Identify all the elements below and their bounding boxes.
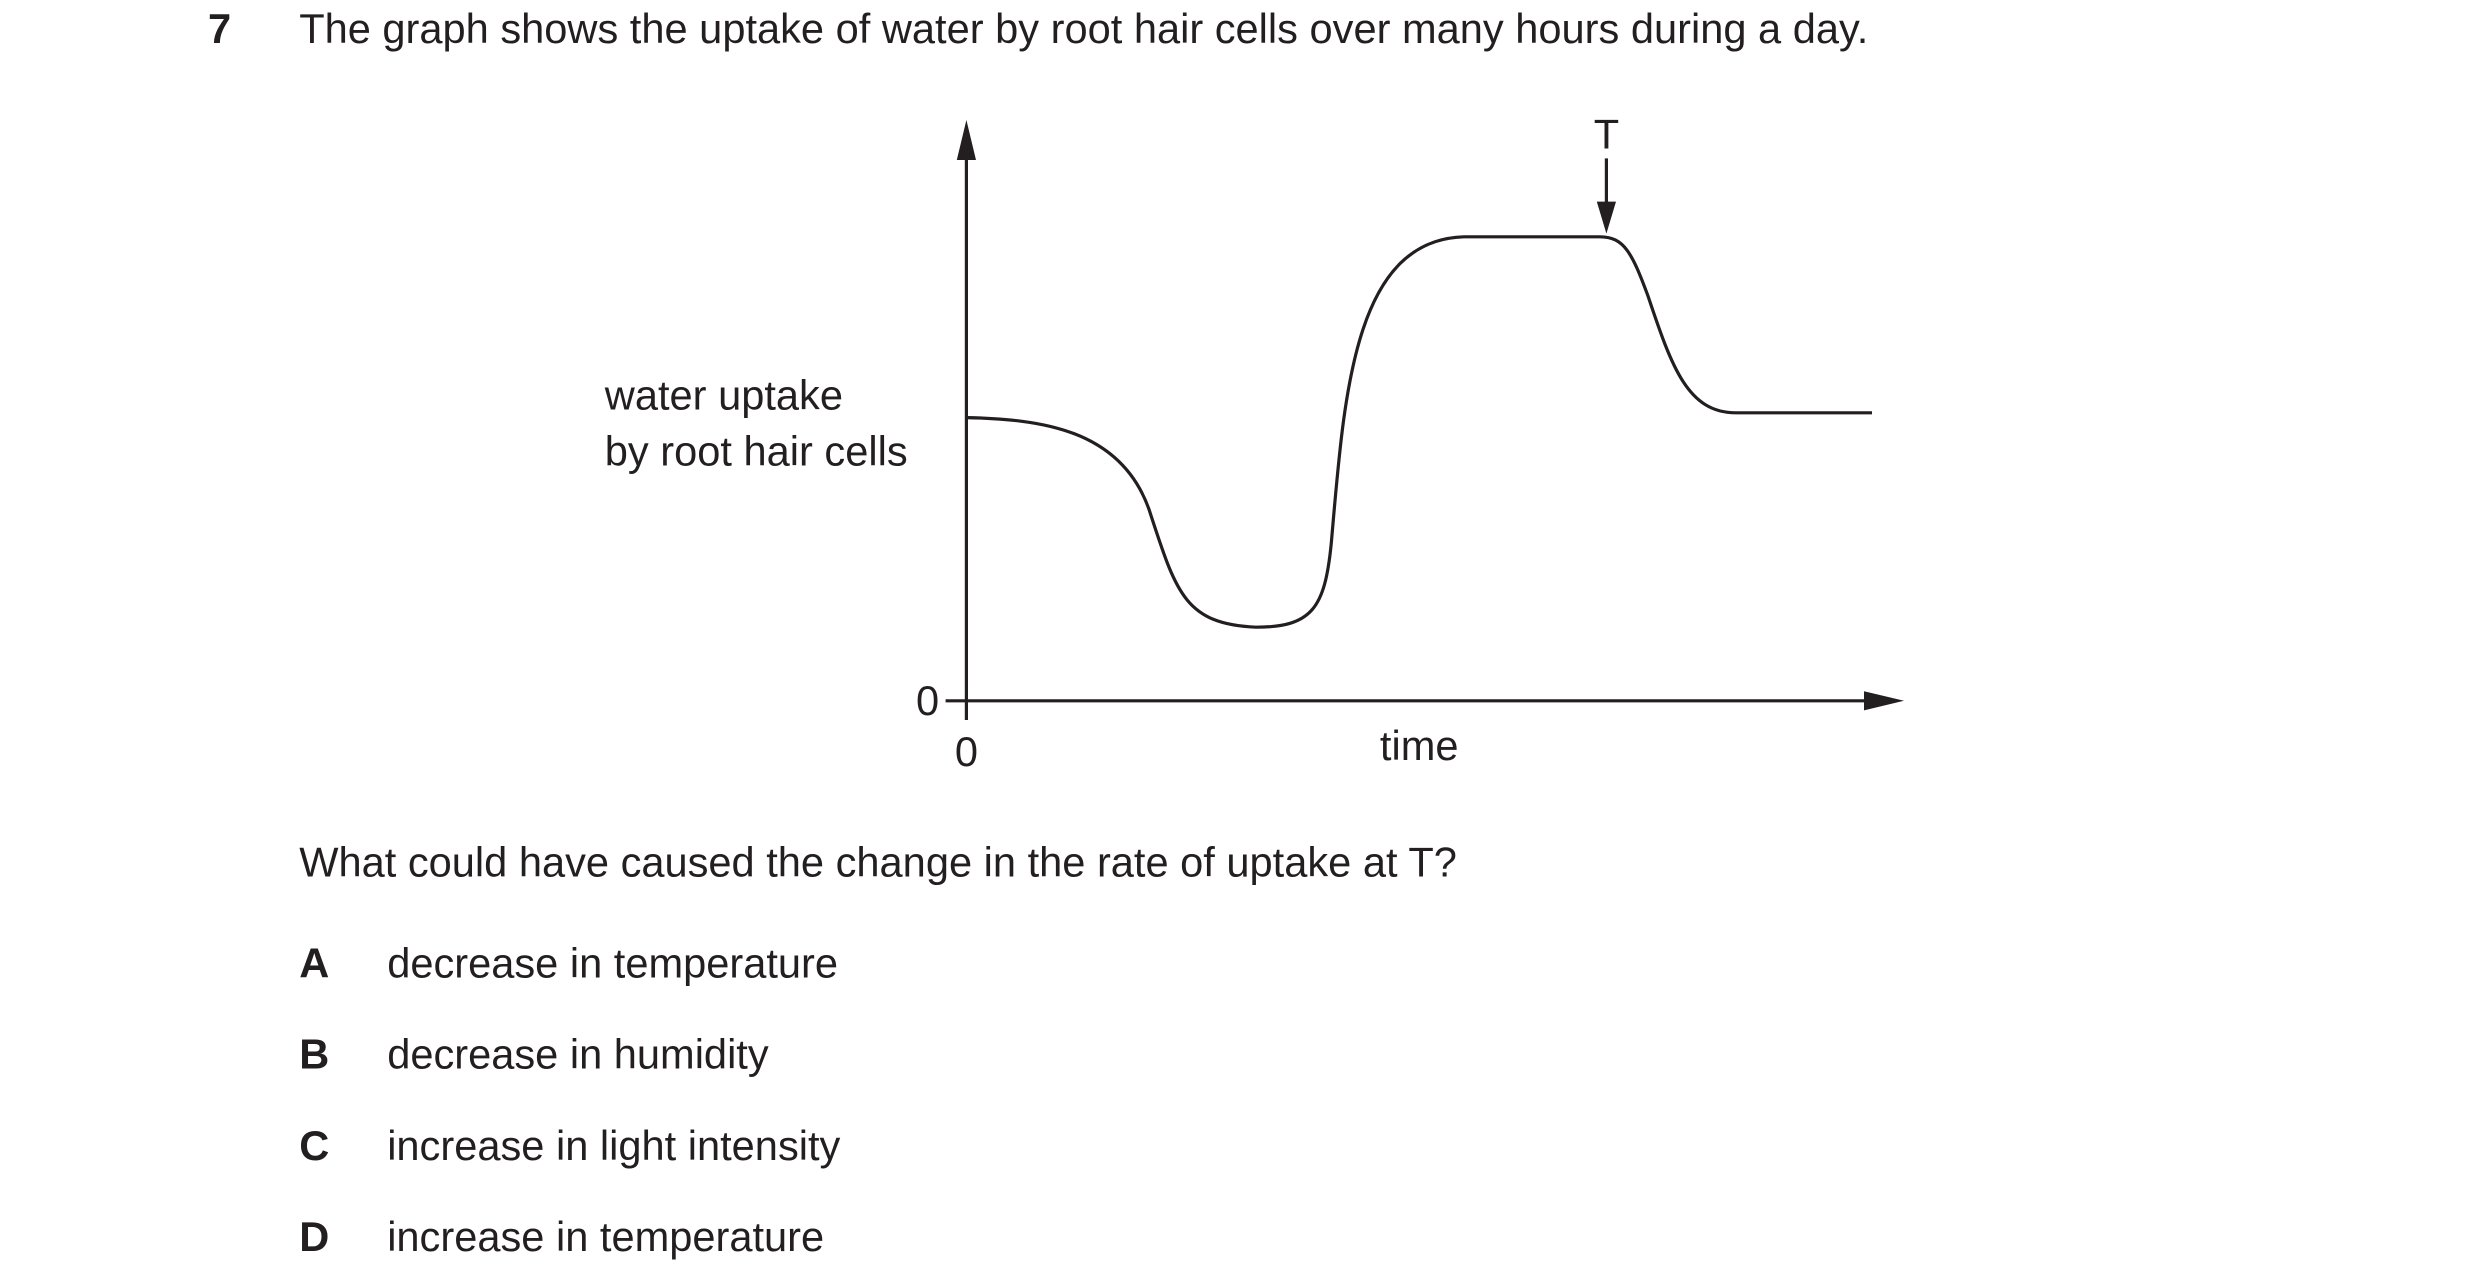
y-origin-label: 0 bbox=[916, 677, 939, 724]
uptake-curve bbox=[966, 235, 1872, 629]
y-axis-label: by root hair cells bbox=[605, 427, 908, 474]
option-letter: C bbox=[299, 1122, 329, 1169]
option-letter: A bbox=[299, 939, 329, 986]
graph: T water uptake by root hair cells 0 0 ti… bbox=[604, 111, 1904, 775]
y-axis-arrow bbox=[956, 120, 976, 160]
x-axis-arrow bbox=[1864, 691, 1904, 711]
x-axis-label: time bbox=[1380, 722, 1459, 769]
option-text: decrease in humidity bbox=[387, 1031, 769, 1078]
option-letter: B bbox=[299, 1031, 329, 1078]
marker-arrowhead bbox=[1596, 201, 1616, 234]
option-text: increase in light intensity bbox=[387, 1122, 840, 1169]
y-axis-label: water uptake bbox=[604, 371, 843, 418]
question-stem: The graph shows the uptake of water by r… bbox=[299, 5, 1868, 52]
option-text: decrease in temperature bbox=[387, 939, 838, 986]
x-origin-label: 0 bbox=[955, 728, 978, 775]
option-text: increase in temperature bbox=[387, 1213, 824, 1260]
question-prompt: What could have caused the change in the… bbox=[299, 839, 1457, 886]
question-number: 7 bbox=[208, 5, 231, 52]
marker-label: T bbox=[1594, 111, 1619, 158]
option-letter: D bbox=[299, 1213, 329, 1260]
